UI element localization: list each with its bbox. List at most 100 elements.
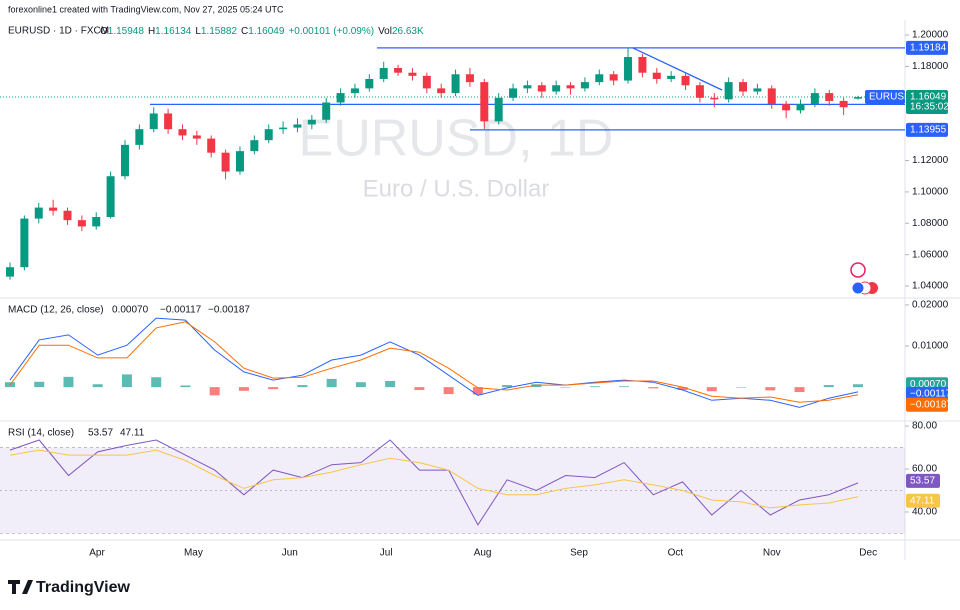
y-tick-label: 0.02000 <box>912 300 949 311</box>
x-tick-label: Jun <box>282 548 298 559</box>
readout-tag: 47.11 <box>910 495 935 506</box>
candle-body <box>624 57 633 81</box>
candle-body <box>753 88 762 92</box>
symbol-label: EURUSD <box>869 92 911 103</box>
histogram-bar <box>677 387 688 390</box>
histogram-bar <box>443 387 454 395</box>
candle-body <box>767 88 776 105</box>
rsi-title: RSI (14, close) <box>8 428 74 439</box>
histogram-bar <box>385 380 396 388</box>
readout: 0.00070 <box>112 305 149 316</box>
icon <box>851 281 865 295</box>
level-label-box <box>906 40 948 55</box>
candle-body <box>178 129 187 136</box>
candle-body <box>279 127 288 130</box>
logo-mark <box>8 580 33 594</box>
histogram-bar <box>472 387 483 395</box>
candle-body <box>854 97 862 99</box>
readout-tag: 0.00070 <box>910 379 947 390</box>
histogram-bar <box>151 377 162 388</box>
candle-body <box>207 138 216 153</box>
macd-title: MACD (12, 26, close) <box>8 305 104 316</box>
trend-line <box>632 47 723 91</box>
x-tick-label: Aug <box>474 548 492 559</box>
candle-body <box>264 129 273 141</box>
y-tick-label: 1.08000 <box>912 218 949 229</box>
y-tick-label: 1.20000 <box>912 30 949 41</box>
level-label-box <box>906 122 948 137</box>
histogram-bar <box>238 387 249 391</box>
readout-tag-box <box>906 386 948 401</box>
logo-text: TradingView <box>36 579 131 596</box>
candle-body <box>6 267 14 277</box>
candle-body <box>92 217 101 227</box>
candle-body <box>695 85 704 98</box>
ohlc-readout: O1.15948 H1.16134 L1.15882 C1.16049 +0.00101… <box>100 26 424 37</box>
candle-body <box>350 88 359 94</box>
candle-body <box>509 88 518 98</box>
histogram-bar <box>121 374 132 388</box>
candle-body <box>293 124 302 128</box>
candle-body <box>322 102 331 120</box>
candle-body <box>724 82 733 100</box>
histogram-bar <box>326 378 337 388</box>
candle-body <box>250 140 259 152</box>
candle-body <box>537 85 546 92</box>
candle-body <box>523 85 532 89</box>
histogram-bar <box>414 387 425 390</box>
indicator-line <box>9 449 859 509</box>
ohlc-key: H <box>148 26 155 37</box>
indicator-line <box>9 439 859 526</box>
candle-body <box>135 129 144 145</box>
x-tick-label: Nov <box>763 548 781 559</box>
candle-body <box>810 93 819 105</box>
ohlc-value: 1.15882 <box>201 26 238 37</box>
candle-body <box>365 78 374 89</box>
candle-body <box>63 210 72 221</box>
readout-tag: −0.00187 <box>910 399 952 410</box>
indicator-line <box>9 321 859 403</box>
y-tick-label: 1.18000 <box>912 61 949 72</box>
x-tick-label: Apr <box>89 548 105 559</box>
y-tick-label: 1.12000 <box>912 155 949 166</box>
ohlc-value: 1.16134 <box>155 26 192 37</box>
watermark-title: EURUSD, 1D <box>299 110 614 168</box>
candle-body <box>49 207 58 211</box>
ohlc-key: O <box>100 26 108 37</box>
candle-body <box>120 144 129 177</box>
histogram-bar <box>268 387 279 390</box>
histogram-bar <box>63 376 74 388</box>
histogram-bar <box>355 382 366 388</box>
symbol-label-box <box>865 90 905 105</box>
ohlc-value: 1.16049 <box>248 26 285 37</box>
y-tick-label: 1.10000 <box>912 187 949 198</box>
candle-body <box>149 113 158 130</box>
watermark-subtitle: Euro / U.S. Dollar <box>363 175 550 202</box>
ohlc-key: L <box>195 26 201 37</box>
level-label: 1.19184 <box>910 42 947 53</box>
candle-body <box>164 113 173 130</box>
level-label: 1.13955 <box>910 125 947 136</box>
x-tick-label: Dec <box>859 548 877 559</box>
histogram-bar <box>589 386 600 388</box>
candle-body <box>782 104 791 111</box>
y-tick-label: 40.00 <box>912 507 937 518</box>
candle-body <box>609 74 618 81</box>
readout-tag-box <box>906 473 940 488</box>
histogram-bar <box>619 386 630 388</box>
candle-body <box>106 176 115 218</box>
histogram-bar <box>560 387 571 388</box>
candle-body <box>336 93 345 103</box>
candle-body <box>595 74 604 83</box>
histogram-bar <box>297 385 308 388</box>
histogram-bar <box>502 385 513 388</box>
histogram-bar <box>794 387 805 393</box>
candle-body <box>480 82 489 122</box>
ohlc-key: C <box>241 26 248 37</box>
icon <box>850 262 866 278</box>
logo: TradingView <box>8 579 131 596</box>
last-price-label: 1.16049 <box>910 92 947 103</box>
credit: forexonline1 created with TradingView.co… <box>8 4 284 14</box>
candle-body <box>379 67 388 79</box>
